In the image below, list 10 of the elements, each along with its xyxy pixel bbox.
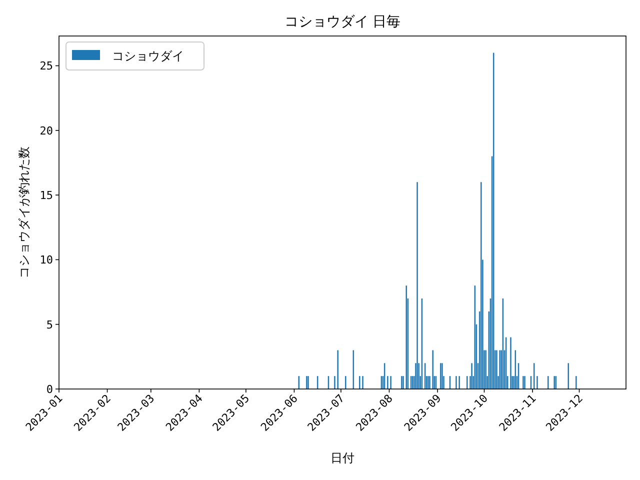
y-tick-label: 15: [40, 189, 53, 202]
y-axis-title: コショウダイが釣れた数: [17, 146, 31, 278]
x-axis-title: 日付: [330, 451, 354, 465]
y-tick-label: 20: [40, 124, 53, 138]
legend-label: コショウダイ: [112, 49, 184, 63]
y-tick-label: 10: [40, 254, 53, 267]
y-tick-label: 5: [46, 318, 53, 332]
y-tick-label: 0: [46, 383, 53, 396]
y-tick-label: 25: [40, 60, 53, 73]
chart-title: コショウダイ 日毎: [284, 14, 401, 30]
